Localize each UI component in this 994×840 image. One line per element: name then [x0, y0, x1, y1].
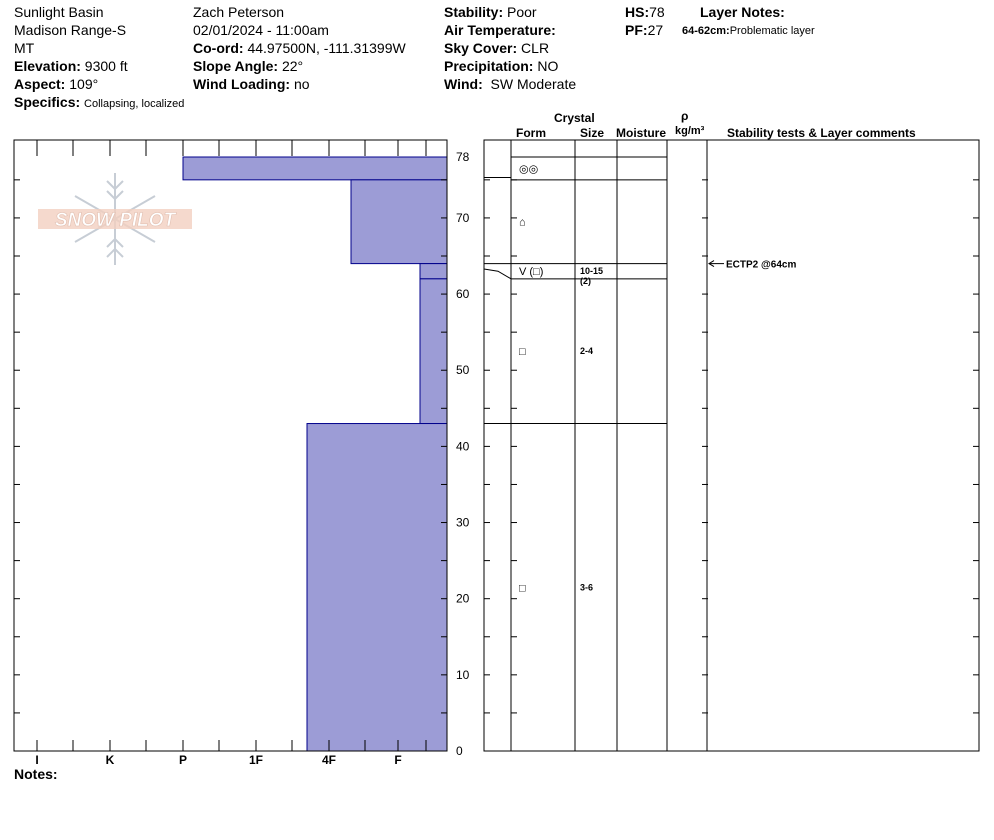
slope-angle: Slope Angle: 22°: [193, 58, 304, 74]
hardness-grid: [36, 140, 427, 751]
depth-tick-label: 60: [456, 287, 470, 301]
crystal-form-3: □: [519, 346, 526, 358]
crystal-size-3: 2-4: [580, 346, 593, 356]
layer-table-lines: [483, 140, 708, 751]
hardness-plot-frame: [13, 139, 448, 752]
rho-heading: ρ: [681, 109, 689, 123]
crystal-heading: Crystal: [554, 111, 595, 125]
air-temperature: Air Temperature:: [444, 22, 556, 38]
depth-tick-label: 20: [456, 592, 470, 606]
depth-tick-label: 78: [456, 150, 470, 164]
depth-tick-label: 0: [456, 744, 463, 758]
depth-tick-label: 30: [456, 516, 470, 530]
hardness-axis: I K P 1F 4F F: [35, 753, 401, 767]
sky-cover: Sky Cover: CLR: [444, 40, 550, 56]
pf: PF:27: [625, 22, 664, 38]
hs: HS:78: [625, 4, 665, 20]
wind: Wind: SW Moderate: [444, 76, 577, 92]
coordinates: Co-ord: 44.97500N, -111.31399W: [193, 40, 406, 56]
precipitation: Precipitation: NO: [444, 58, 559, 74]
depth-tick-label: 40: [456, 439, 470, 453]
hardness-bar-0: [182, 156, 448, 181]
hardness-tick-K: K: [106, 753, 115, 767]
hardness-bar-1: [350, 179, 448, 265]
hardness-tick-4F: 4F: [322, 753, 336, 767]
location: Sunlight Basin: [14, 4, 104, 20]
stability-heading: Stability tests & Layer comments: [727, 126, 916, 140]
crystal-cells: ◎◎ ⌂ V (□) 10-15(2) □ 2-4 □ 3-6: [519, 163, 603, 594]
hardness-tick-1F: 1F: [249, 753, 263, 767]
depth-tick-label: 70: [456, 211, 470, 225]
hardness-tick-F: F: [394, 753, 401, 767]
svg-text:SNOW PILOT: SNOW PILOT: [55, 210, 177, 231]
crystal-size-secondary-2: (2): [580, 276, 591, 286]
hardness-tick-P: P: [179, 753, 187, 767]
crystal-form-0: ◎◎: [519, 163, 538, 175]
crystal-size-4: 3-6: [580, 582, 593, 592]
hardness-bar-2: [419, 263, 448, 280]
layer-table-frame: [483, 139, 980, 752]
form-heading: Form: [516, 126, 546, 140]
connector-62: [483, 268, 512, 280]
crystal-size-2: 10-15: [580, 266, 603, 276]
stability-test-0: ECTP2 @64cm: [726, 260, 796, 271]
observer: Zach Peterson: [193, 4, 285, 20]
depth-axis: 0 10 20 30 40 50 60 70 78: [14, 150, 979, 758]
state: MT: [14, 40, 35, 56]
stability: Stability: Poor: [444, 4, 537, 20]
stability-tests: ECTP2 @64cm: [708, 260, 796, 271]
hardness-tick-I: I: [35, 753, 38, 767]
depth-tick-label: 50: [456, 363, 470, 377]
aspect: Aspect: 109°: [14, 76, 99, 92]
specifics: Specifics: Collapsing, localized: [14, 94, 185, 110]
range: Madison Range-S: [14, 22, 127, 38]
notes-label: Notes:: [14, 766, 58, 782]
crystal-form-4: □: [519, 582, 526, 594]
crystal-form-2: V (□): [519, 266, 543, 278]
wind-loading: Wind Loading: no: [193, 76, 310, 92]
size-heading: Size: [580, 126, 605, 140]
hardness-bar-4: [306, 423, 448, 752]
elevation: Elevation: 9300 ft: [14, 58, 128, 74]
stability-arrowhead-0: [708, 260, 715, 268]
hardness-layers: [182, 156, 448, 752]
layer-note: 64-62cm:Problematic layer: [682, 25, 815, 37]
crystal-form-1: ⌂: [519, 217, 526, 229]
depth-tick-label: 10: [456, 668, 470, 682]
density-unit: kg/m³: [675, 125, 705, 137]
moisture-heading: Moisture: [616, 126, 667, 140]
layer-notes-label: Layer Notes:: [700, 4, 785, 20]
snowpilot-logo: SNOW PILOT: [38, 173, 192, 265]
hardness-bar-3: [419, 278, 448, 425]
datetime: 02/01/2024 - 11:00am: [193, 22, 329, 38]
